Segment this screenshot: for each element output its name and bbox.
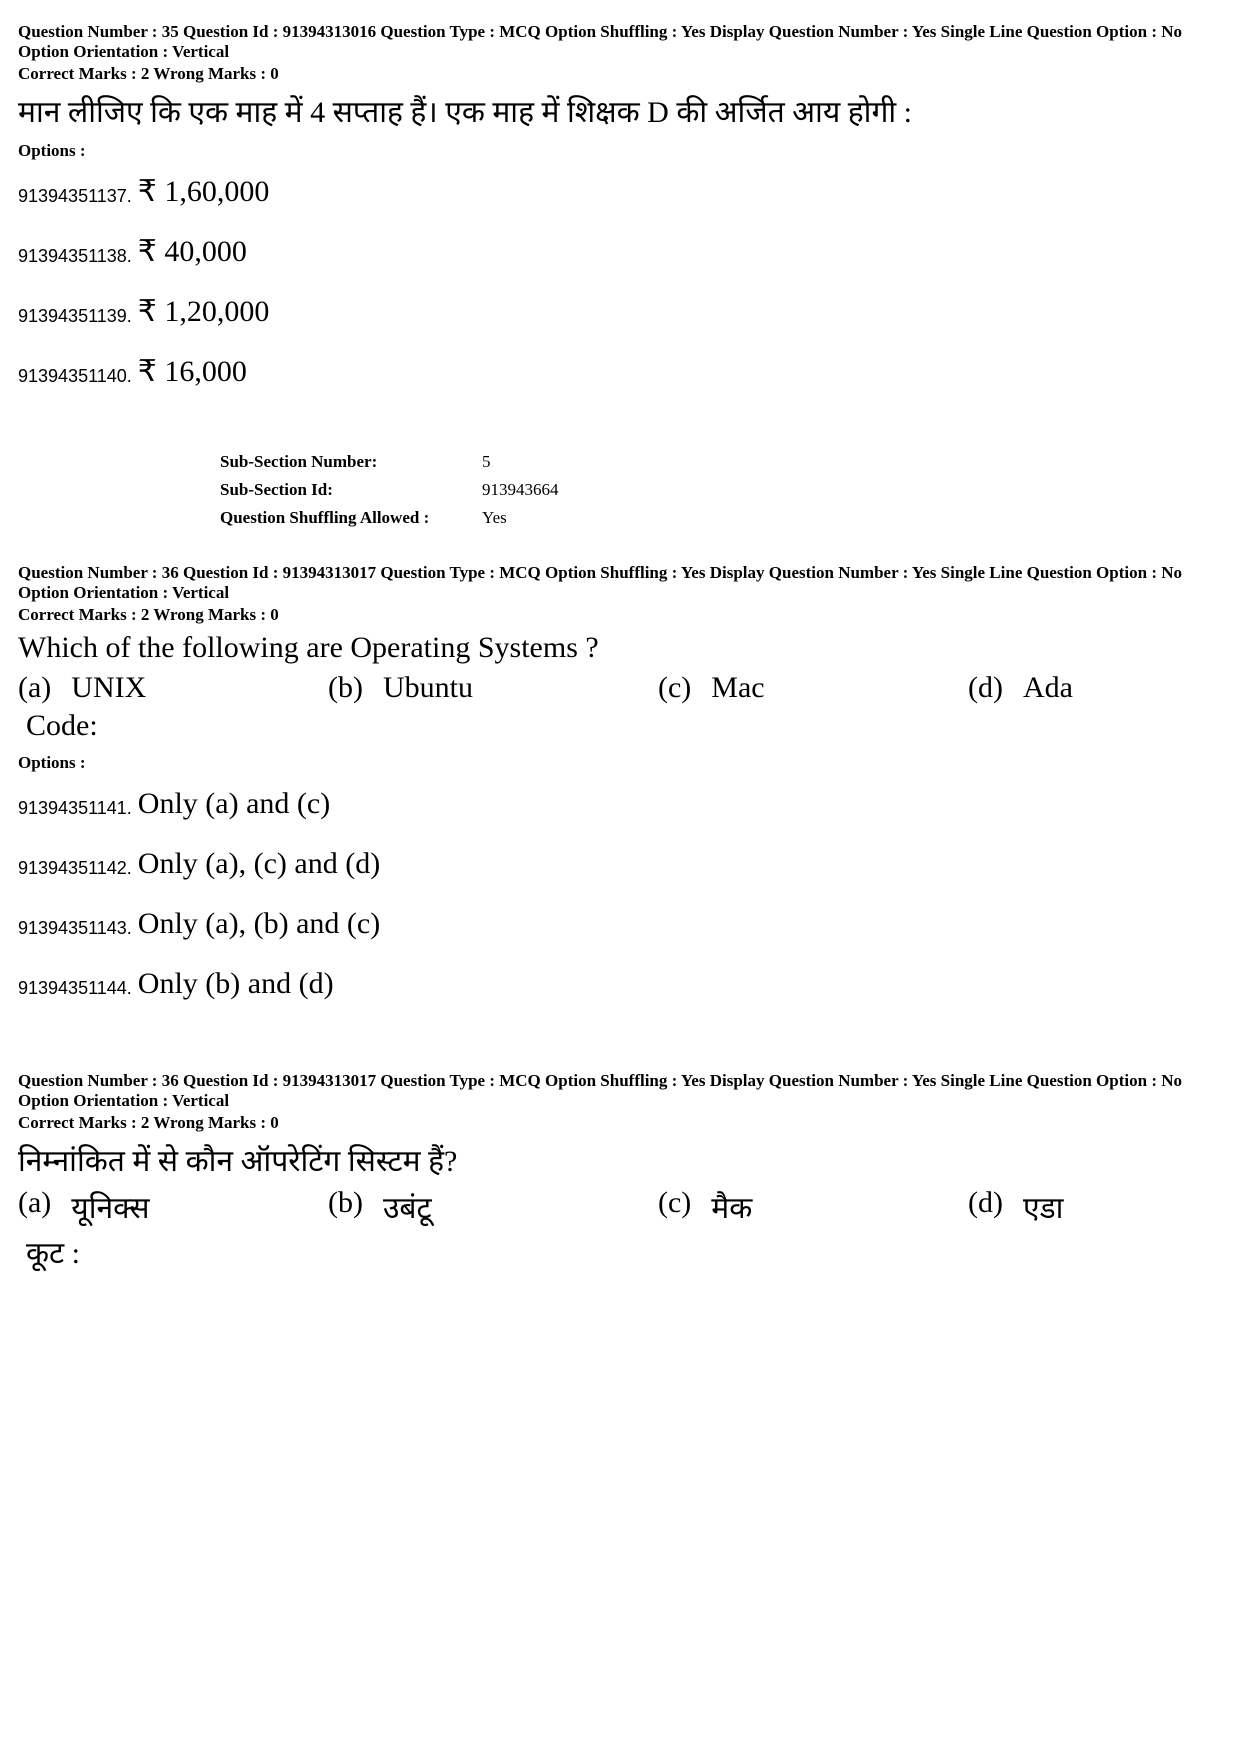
- option-row: 91394351144. Only (b) and (d): [18, 969, 1222, 999]
- code-label: कूट :: [26, 1231, 1222, 1272]
- mcq-choices: (a) यूनिक्स (b) उबंटू (c) मैक (d) एडा: [18, 1186, 1222, 1227]
- mcq-choice: (d) Ada: [968, 671, 1073, 705]
- option-row: 91394351143. Only (a), (b) and (c): [18, 909, 1222, 939]
- option-id: 91394351140.: [18, 366, 132, 387]
- question-marks: Correct Marks : 2 Wrong Marks : 0: [18, 1113, 1222, 1133]
- option-row: 91394351141. Only (a) and (c): [18, 789, 1222, 819]
- subsection-label: Sub-Section Number:: [220, 449, 480, 475]
- mcq-choice: (c) Mac: [658, 671, 968, 705]
- mcq-choice: (c) मैक: [658, 1186, 968, 1227]
- choice-key: (b): [328, 1186, 363, 1227]
- option-id: 91394351143.: [18, 918, 132, 939]
- choice-key: (c): [658, 671, 691, 705]
- choice-val: Mac: [711, 671, 764, 705]
- options-label: Options :: [18, 753, 1222, 773]
- mcq-choice: (a) यूनिक्स: [18, 1186, 328, 1227]
- option-id: 91394351139.: [18, 306, 132, 327]
- option-id: 91394351142.: [18, 858, 132, 879]
- code-label: Code:: [26, 709, 1222, 743]
- question-text: मान लीजिए कि एक माह में 4 सप्ताह हैं। एक…: [18, 90, 1222, 131]
- choice-key: (a): [18, 671, 51, 705]
- choice-val: यूनिक्स: [71, 1186, 149, 1227]
- option-text: Only (a), (c) and (d): [138, 849, 380, 879]
- option-text: Only (a), (b) and (c): [138, 909, 380, 939]
- mcq-choice: (d) एडा: [968, 1186, 1063, 1227]
- question-text: निम्नांकित में से कौन ऑपरेटिंग सिस्टम है…: [18, 1139, 1222, 1180]
- question-block-36a: Question Number : 36 Question Id : 91394…: [18, 563, 1222, 999]
- choice-key: (d): [968, 1186, 1003, 1227]
- mcq-choice: (b) उबंटू: [328, 1186, 658, 1227]
- mcq-choices: (a) UNIX (b) Ubuntu (c) Mac (d) Ada: [18, 671, 1222, 705]
- question-marks: Correct Marks : 2 Wrong Marks : 0: [18, 64, 1222, 84]
- subsection-value: 913943664: [482, 477, 579, 503]
- choice-val: Ada: [1023, 671, 1073, 705]
- table-row: Question Shuffling Allowed : Yes: [220, 505, 579, 531]
- option-id: 91394351138.: [18, 246, 132, 267]
- subsection-label: Question Shuffling Allowed :: [220, 505, 480, 531]
- option-text: Only (a) and (c): [138, 789, 330, 819]
- options-label: Options :: [18, 141, 1222, 161]
- option-row: 91394351138. ₹ 40,000: [18, 237, 1222, 267]
- choice-key: (a): [18, 1186, 51, 1227]
- option-text: ₹ 16,000: [138, 357, 247, 387]
- question-block-35: Question Number : 35 Question Id : 91394…: [18, 22, 1222, 387]
- question-text: Which of the following are Operating Sys…: [18, 631, 1222, 665]
- question-block-36b: Question Number : 36 Question Id : 91394…: [18, 1071, 1222, 1272]
- option-text: Only (b) and (d): [138, 969, 334, 999]
- choice-val: एडा: [1023, 1186, 1063, 1227]
- table-row: Sub-Section Id: 913943664: [220, 477, 579, 503]
- choice-key: (b): [328, 671, 363, 705]
- mcq-choice: (a) UNIX: [18, 671, 328, 705]
- option-id: 91394351137.: [18, 186, 132, 207]
- mcq-choice: (b) Ubuntu: [328, 671, 658, 705]
- subsection-value: Yes: [482, 505, 579, 531]
- option-text: ₹ 40,000: [138, 237, 247, 267]
- option-row: 91394351140. ₹ 16,000: [18, 357, 1222, 387]
- option-row: 91394351137. ₹ 1,60,000: [18, 177, 1222, 207]
- question-marks: Correct Marks : 2 Wrong Marks : 0: [18, 605, 1222, 625]
- option-text: ₹ 1,20,000: [138, 297, 270, 327]
- option-row: 91394351142. Only (a), (c) and (d): [18, 849, 1222, 879]
- choice-key: (d): [968, 671, 1003, 705]
- option-id: 91394351144.: [18, 978, 132, 999]
- question-meta: Question Number : 35 Question Id : 91394…: [18, 22, 1222, 62]
- option-row: 91394351139. ₹ 1,20,000: [18, 297, 1222, 327]
- question-meta: Question Number : 36 Question Id : 91394…: [18, 1071, 1222, 1111]
- subsection-value: 5: [482, 449, 579, 475]
- option-id: 91394351141.: [18, 798, 132, 819]
- subsection-table: Sub-Section Number: 5 Sub-Section Id: 91…: [218, 447, 581, 533]
- choice-val: Ubuntu: [383, 671, 473, 705]
- choice-val: उबंटू: [383, 1186, 432, 1227]
- subsection-label: Sub-Section Id:: [220, 477, 480, 503]
- choice-val: मैक: [711, 1186, 752, 1227]
- question-meta: Question Number : 36 Question Id : 91394…: [18, 563, 1222, 603]
- table-row: Sub-Section Number: 5: [220, 449, 579, 475]
- choice-val: UNIX: [71, 671, 146, 705]
- choice-key: (c): [658, 1186, 691, 1227]
- option-text: ₹ 1,60,000: [138, 177, 270, 207]
